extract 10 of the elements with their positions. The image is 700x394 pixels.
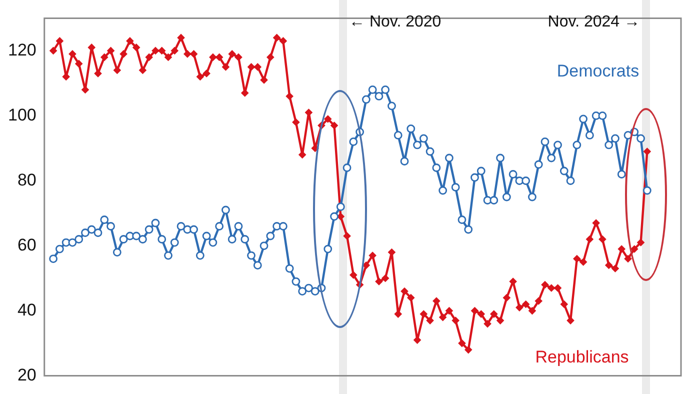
y-tick-label: 100: [8, 105, 36, 124]
annotation: Nov. 2024 →: [548, 13, 640, 30]
text: Democrats: [556, 62, 640, 81]
y-tick-label: 80: [17, 170, 36, 190]
y-tick-label: 40: [17, 300, 36, 320]
y-tick-label: 20: [17, 365, 36, 384]
series-label: Republicans: [535, 348, 629, 367]
y-tick-label: 60: [17, 235, 36, 254]
annotation: ← Nov. 2020: [349, 13, 442, 30]
y-tick-label: 120: [8, 40, 36, 60]
